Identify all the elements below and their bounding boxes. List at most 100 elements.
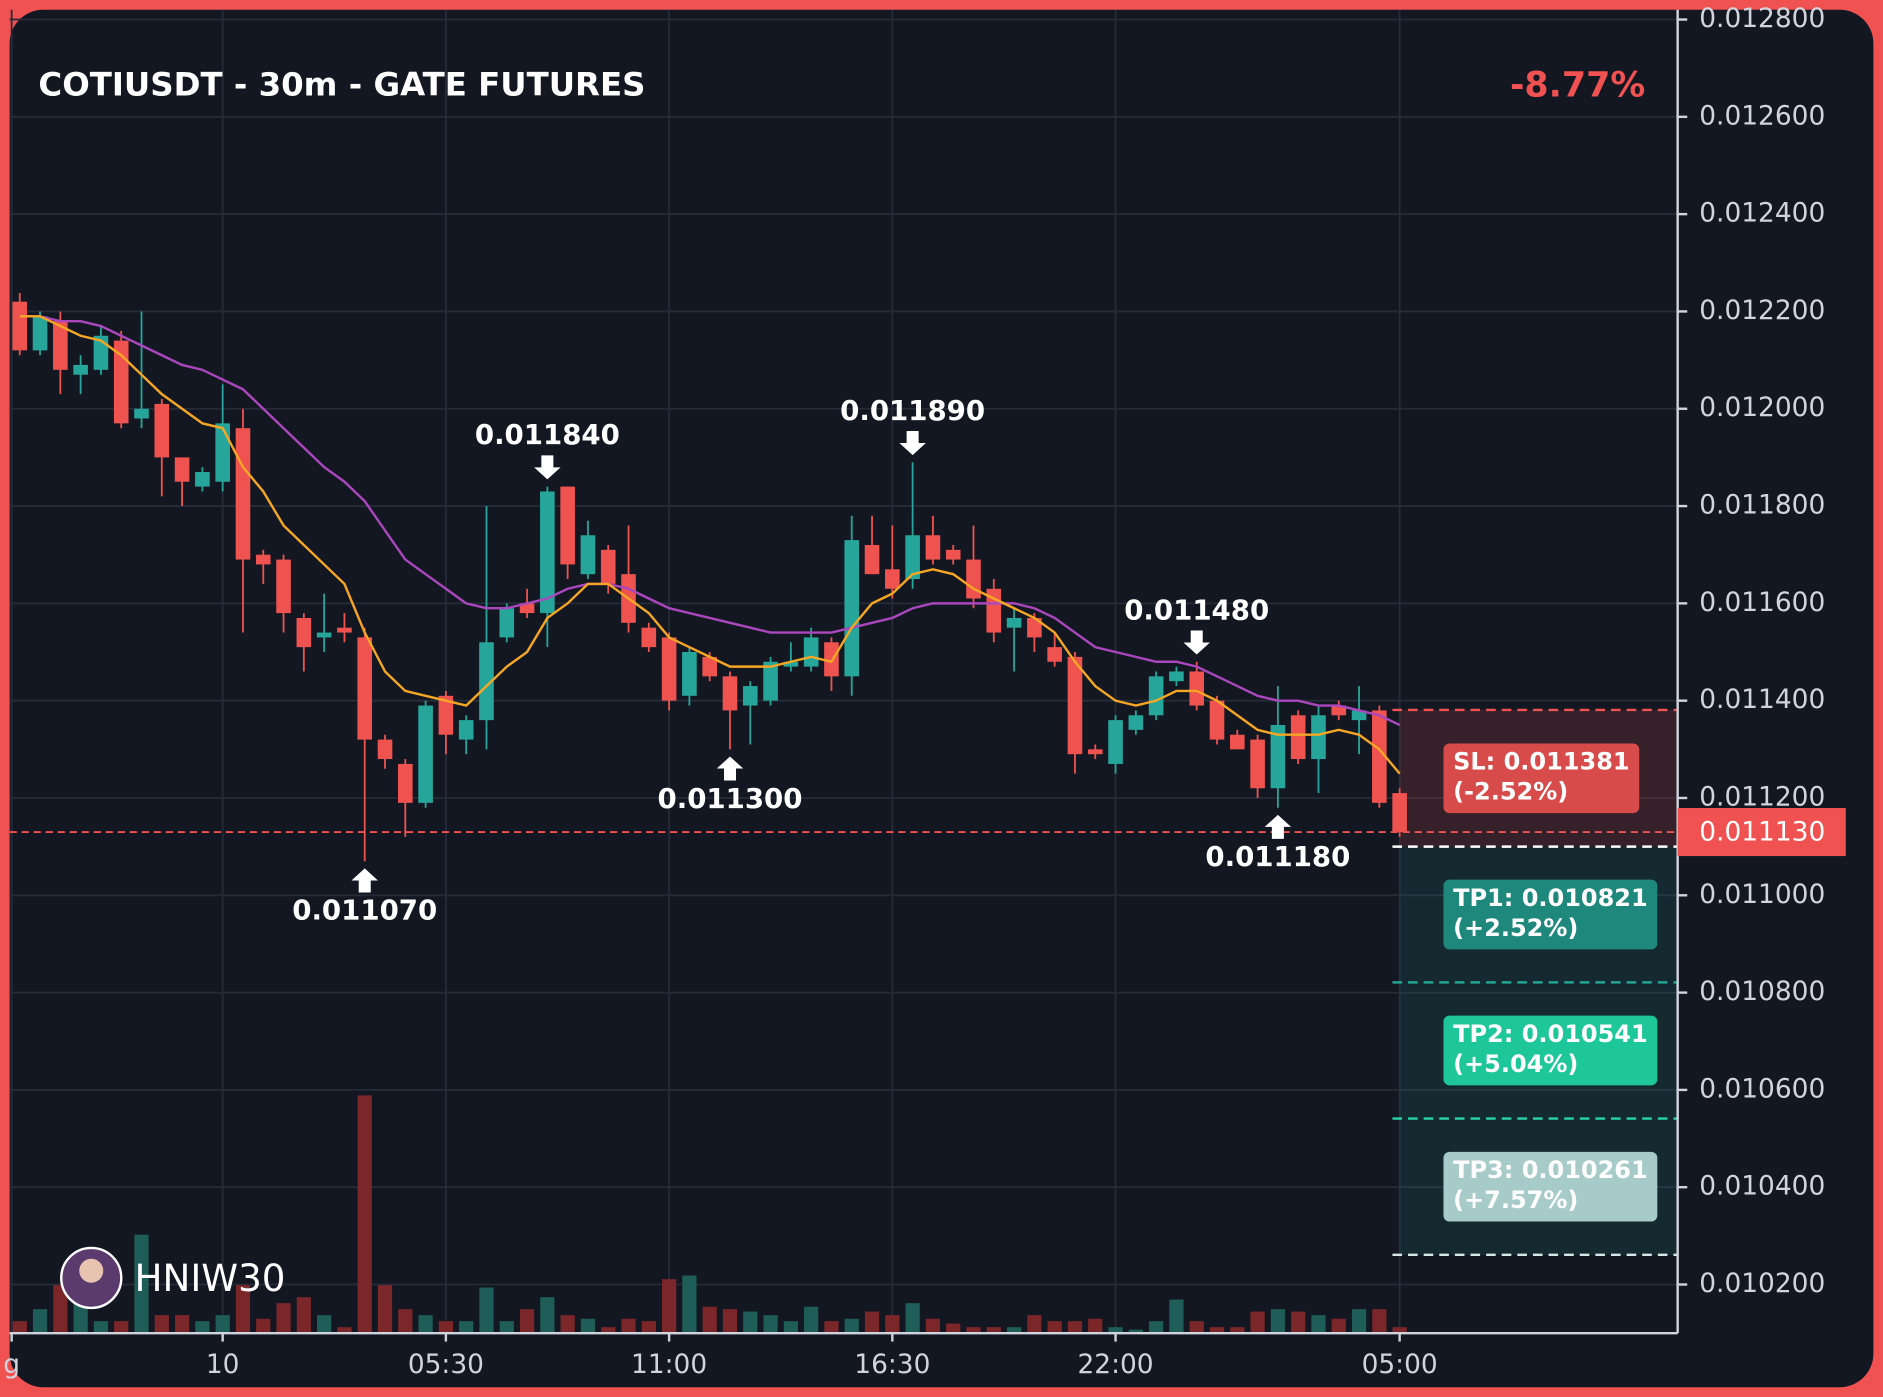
volume-bar bbox=[722, 1309, 738, 1334]
candle-body bbox=[316, 632, 332, 638]
volume-bar bbox=[1311, 1315, 1326, 1334]
annotation-label: 0.011180 bbox=[1205, 840, 1350, 873]
volume-bar bbox=[641, 1321, 656, 1334]
volume-bar bbox=[682, 1275, 697, 1334]
volume-bar bbox=[12, 1321, 27, 1334]
volume-bar bbox=[32, 1309, 48, 1334]
candle-body bbox=[53, 321, 68, 370]
volume-bar bbox=[1149, 1321, 1164, 1334]
volume-bar bbox=[1372, 1309, 1387, 1334]
volume-bar bbox=[93, 1321, 109, 1334]
candle-body bbox=[1372, 710, 1387, 803]
volume-bar bbox=[53, 1285, 68, 1334]
volume-bar bbox=[560, 1315, 575, 1334]
volume-bar bbox=[702, 1306, 717, 1334]
y-tick-label: 0.010800 bbox=[1699, 976, 1825, 1007]
volume-bar bbox=[1189, 1321, 1204, 1334]
volume-bar bbox=[743, 1311, 758, 1334]
volume-layer bbox=[12, 1095, 1407, 1334]
candle-body bbox=[540, 491, 555, 614]
y-tick-label: 0.012000 bbox=[1699, 392, 1825, 423]
candle-body bbox=[905, 535, 920, 580]
volume-bar bbox=[398, 1309, 413, 1334]
volume-bar bbox=[1108, 1327, 1123, 1334]
candle-body bbox=[113, 340, 129, 424]
candle-body bbox=[276, 559, 291, 614]
candle-body bbox=[580, 535, 596, 575]
candle-body bbox=[1311, 715, 1326, 760]
level-box bbox=[1443, 1151, 1658, 1222]
y-tick-label: 0.010200 bbox=[1699, 1268, 1825, 1299]
candle-body bbox=[742, 686, 758, 706]
level-label: TP1: 0.010821 bbox=[1453, 884, 1648, 912]
volume-bar bbox=[154, 1315, 169, 1334]
volume-bar bbox=[540, 1297, 555, 1334]
change: -8.77% bbox=[1510, 66, 1645, 106]
candle-body bbox=[1027, 617, 1042, 638]
candle-body bbox=[1392, 793, 1407, 833]
volume-bar bbox=[479, 1287, 494, 1334]
volume-bar bbox=[1392, 1327, 1407, 1334]
candle-body bbox=[1006, 617, 1022, 628]
volume-bar bbox=[499, 1321, 514, 1334]
candle-body bbox=[32, 316, 48, 351]
x-tick-label: 10 bbox=[206, 1349, 240, 1380]
volume-bar bbox=[1291, 1311, 1306, 1334]
candle-body bbox=[661, 637, 677, 701]
last-price-label: 0.011130 bbox=[1699, 817, 1825, 848]
volume-bar bbox=[662, 1279, 677, 1334]
candle-body bbox=[783, 661, 799, 667]
x-tick-label: 16:30 bbox=[854, 1349, 930, 1380]
candle-body bbox=[560, 486, 575, 565]
annotation-label: 0.011840 bbox=[475, 418, 620, 451]
candle-body bbox=[154, 403, 170, 458]
avatar-face bbox=[79, 1258, 104, 1283]
candle-body bbox=[763, 661, 778, 701]
candle-body bbox=[1250, 739, 1265, 789]
candle-body bbox=[885, 569, 900, 589]
level-label: SL: 0.011381 bbox=[1453, 748, 1630, 776]
annotation-label: 0.011480 bbox=[1124, 593, 1269, 626]
candle-body bbox=[357, 637, 373, 740]
level-change: (-2.52%) bbox=[1453, 778, 1568, 806]
candle-body bbox=[1148, 676, 1164, 716]
annotation-arrow bbox=[1264, 814, 1292, 839]
volume-bar bbox=[1006, 1327, 1022, 1334]
volume-bar bbox=[925, 1318, 941, 1334]
candle-body bbox=[377, 739, 393, 760]
volume-bar bbox=[885, 1315, 900, 1334]
y-tick-label: 0.012600 bbox=[1699, 100, 1825, 131]
moving-average bbox=[19, 315, 1401, 775]
candle-body bbox=[1189, 671, 1205, 706]
volume-bar bbox=[276, 1303, 291, 1334]
level-box bbox=[1443, 879, 1658, 950]
level-box bbox=[1443, 743, 1640, 814]
candle-body bbox=[682, 652, 697, 696]
volume-bar bbox=[1027, 1315, 1042, 1334]
level-label: TP2: 0.010541 bbox=[1453, 1020, 1648, 1048]
x-tick-label: 05:00 bbox=[1362, 1349, 1438, 1380]
candle-body bbox=[864, 544, 880, 575]
annotation-arrow bbox=[899, 431, 926, 456]
volume-bar bbox=[134, 1234, 149, 1334]
candle-body bbox=[519, 603, 535, 614]
volume-bar bbox=[114, 1321, 129, 1334]
volume-bar bbox=[438, 1321, 453, 1334]
volume-bar bbox=[1331, 1318, 1346, 1334]
volume-bar bbox=[337, 1327, 352, 1334]
annotation-arrow bbox=[534, 455, 561, 480]
volume-bar bbox=[946, 1323, 961, 1334]
candle-body bbox=[215, 423, 230, 482]
annotation-label: 0.011070 bbox=[292, 894, 437, 927]
annotation-arrow bbox=[351, 868, 378, 893]
candle-body bbox=[174, 457, 190, 482]
level-change: (+2.52%) bbox=[1453, 914, 1578, 942]
candle-body bbox=[418, 705, 433, 803]
candle-body bbox=[499, 608, 515, 638]
volume-bar bbox=[418, 1315, 433, 1334]
candle-body bbox=[803, 637, 819, 667]
candle-body bbox=[438, 695, 454, 735]
annotation-arrow bbox=[716, 756, 744, 781]
